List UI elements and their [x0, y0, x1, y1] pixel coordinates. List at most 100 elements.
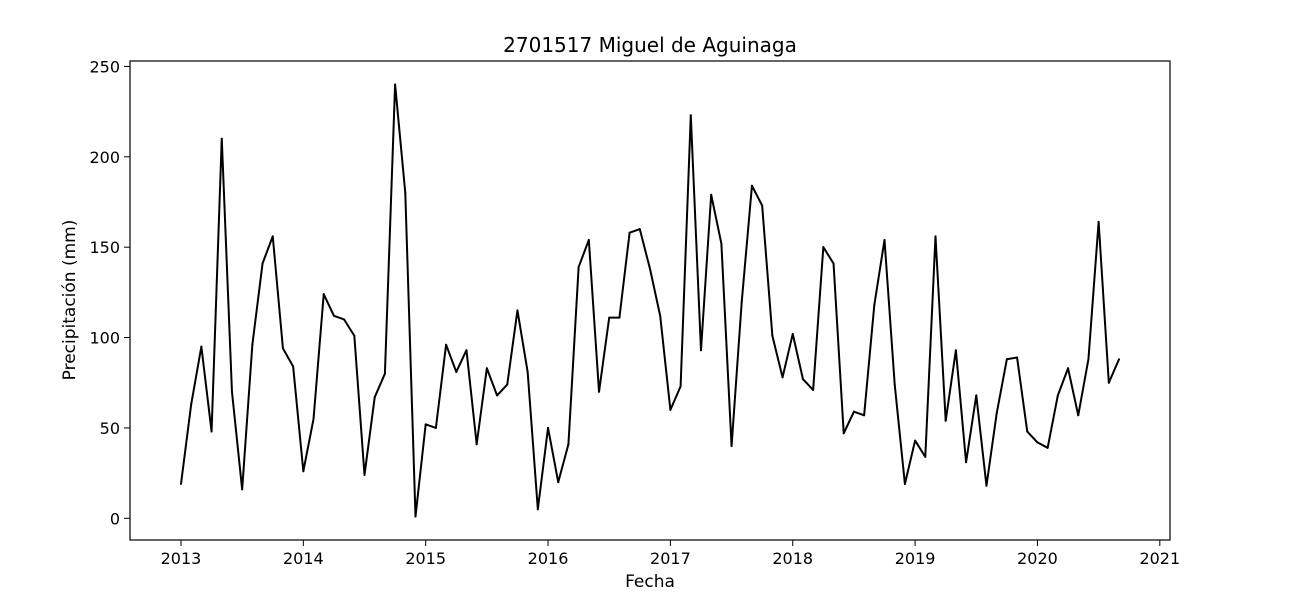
x-tick-label: 2013 [161, 549, 202, 568]
data-point [740, 300, 743, 303]
data-point [241, 488, 244, 491]
data-point [1087, 358, 1090, 361]
data-point [842, 432, 845, 435]
data-point [903, 482, 906, 485]
y-tick-label: 0 [110, 509, 120, 528]
data-point [608, 316, 611, 319]
data-point [363, 473, 366, 476]
plot-frame [129, 60, 1171, 541]
data-point [863, 414, 866, 417]
data-point [383, 372, 386, 375]
data-point [526, 370, 529, 373]
data-point [424, 423, 427, 426]
x-tick-label: 2019 [895, 549, 936, 568]
data-point [679, 385, 682, 388]
data-point [954, 349, 957, 352]
y-tick-label: 50 [100, 419, 120, 438]
data-point [485, 367, 488, 370]
data-point [1067, 367, 1070, 370]
data-point [995, 412, 998, 415]
data-point [394, 83, 397, 86]
data-point [1056, 394, 1059, 397]
data-point [638, 228, 641, 231]
x-tick-label: 2016 [528, 549, 569, 568]
data-point [1097, 220, 1100, 223]
data-point [312, 417, 315, 420]
data-point [496, 394, 499, 397]
data-point [710, 193, 713, 196]
data-point [1016, 356, 1019, 359]
data-point [985, 484, 988, 487]
data-point [1107, 381, 1110, 384]
data-point [689, 114, 692, 117]
y-tick-label: 150 [89, 238, 120, 257]
data-point [414, 515, 417, 518]
data-point [445, 343, 448, 346]
data-point [669, 408, 672, 411]
data-point [944, 419, 947, 422]
data-point [281, 347, 284, 350]
data-point [873, 304, 876, 307]
data-point [455, 370, 458, 373]
data-point [883, 238, 886, 241]
data-point [1026, 430, 1029, 433]
data-point [373, 396, 376, 399]
data-point [893, 383, 896, 386]
data-point [271, 235, 274, 238]
data-point [322, 293, 325, 296]
y-tick-label: 100 [89, 329, 120, 348]
data-point [210, 430, 213, 433]
data-point [761, 204, 764, 207]
y-axis-label: Precipitación (mm) [60, 220, 80, 381]
data-point [598, 390, 601, 393]
data-point [750, 184, 753, 187]
data-point [1046, 446, 1049, 449]
data-point [179, 482, 182, 485]
data-point [730, 445, 733, 448]
data-point [618, 316, 621, 319]
data-point [577, 266, 580, 269]
data-point [465, 349, 468, 352]
data-point [292, 365, 295, 368]
data-point [699, 349, 702, 352]
data-point [587, 238, 590, 241]
data-point [628, 231, 631, 234]
data-point [649, 267, 651, 270]
data-points [179, 83, 1121, 518]
data-point [832, 262, 835, 265]
series-line [179, 83, 1120, 518]
data-point [332, 314, 335, 317]
x-tick-label: 2017 [650, 549, 691, 568]
x-tick-label: 2020 [1017, 549, 1058, 568]
data-point [781, 376, 784, 379]
y-tick-label: 250 [89, 57, 120, 76]
data-point [791, 332, 794, 335]
data-point [1118, 358, 1121, 361]
chart-title: 2701517 Miguel de Aguinaga [503, 33, 797, 57]
data-point [506, 383, 509, 386]
data-point [230, 390, 233, 393]
x-tick-label: 2014 [283, 549, 324, 568]
data-point [516, 309, 519, 312]
data-point [975, 394, 978, 397]
y-axis: 0 50 100 150 200 250 [89, 57, 130, 528]
data-point [220, 137, 223, 140]
data-point [812, 388, 815, 391]
data-point [965, 461, 968, 464]
data-point [557, 481, 560, 484]
data-point [343, 318, 346, 321]
data-point [934, 235, 937, 238]
data-point [567, 443, 570, 446]
data-point [852, 410, 855, 413]
data-point [547, 426, 550, 429]
x-axis: 2013 2014 2015 2016 2017 2018 2019 2020 2021 [161, 540, 1180, 568]
data-point [475, 443, 478, 446]
data-point [353, 334, 356, 337]
data-point [822, 246, 825, 249]
data-point [536, 508, 539, 511]
data-point [659, 314, 662, 317]
x-tick-label: 2018 [772, 549, 813, 568]
data-point [1036, 441, 1039, 444]
data-point [1077, 414, 1080, 417]
